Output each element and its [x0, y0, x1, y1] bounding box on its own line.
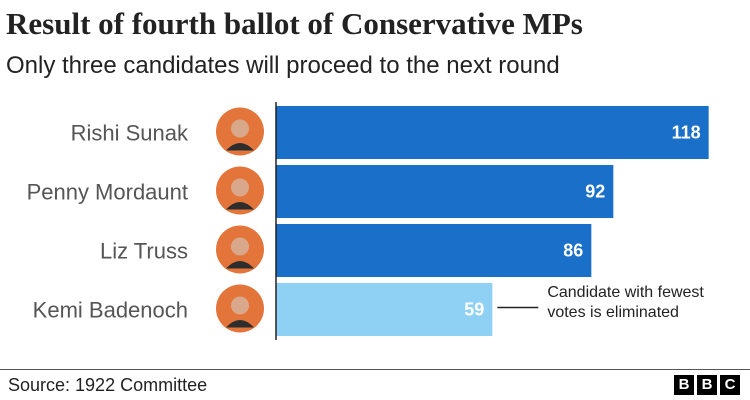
bar-value-label: 92	[585, 182, 605, 202]
bbc-logo: B B C	[674, 375, 740, 395]
bbc-logo-letter: B	[697, 375, 717, 395]
bar	[276, 165, 614, 218]
annotation-text: Candidate with fewest	[547, 284, 704, 301]
avatar-face	[231, 237, 249, 256]
bbc-logo-letter: B	[674, 375, 694, 395]
bar-value-label: 118	[672, 123, 701, 143]
category-label: Liz Truss	[100, 239, 188, 264]
bar	[276, 106, 709, 159]
bar-value-label: 86	[563, 241, 583, 261]
bar	[276, 283, 493, 336]
bbc-logo-letter: C	[720, 375, 740, 395]
avatar-body	[226, 320, 254, 328]
avatar-face	[231, 119, 249, 138]
avatar-face	[231, 296, 249, 315]
chart-title: Result of fourth ballot of Conservative …	[6, 6, 583, 41]
category-label: Penny Mordaunt	[27, 180, 188, 205]
category-label: Rishi Sunak	[71, 121, 189, 146]
chart-subtitle: Only three candidates will proceed to th…	[6, 52, 560, 79]
footer-divider	[0, 369, 750, 370]
source-note: Source: 1922 Committee	[8, 375, 208, 395]
bar-value-label: 59	[464, 300, 484, 320]
bar	[276, 224, 592, 277]
category-label: Kemi Badenoch	[33, 298, 188, 323]
annotation-text: votes is eliminated	[547, 304, 679, 321]
avatar-face	[231, 178, 249, 197]
avatar-body	[226, 202, 254, 210]
avatar-body	[226, 261, 254, 269]
avatar-body	[226, 143, 254, 151]
